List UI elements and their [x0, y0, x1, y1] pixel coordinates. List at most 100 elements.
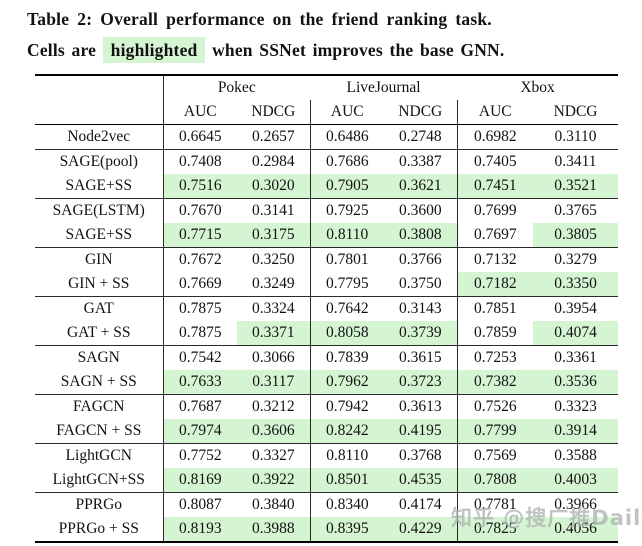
value-cell: 0.3411 [533, 149, 619, 174]
table-row: GIN + SS 0.7669 0.3249 0.7795 0.3750 0.7182 0.… [35, 272, 619, 297]
value-cell: 0.3249 [251, 275, 295, 292]
value-cell: 0.2657 [237, 124, 311, 150]
value-cell: 0.3361 [533, 345, 619, 370]
table-row: PPRGo + SS 0.8193 0.3988 0.8395 0.4229 0.7825… [35, 517, 619, 542]
table-row: GAT 0.7875 0.3324 0.7642 0.3143 0.7851 0.3954 [35, 296, 619, 321]
value-cell: 0.7875 [162, 321, 237, 346]
value-cell: 0.7801 [309, 247, 385, 272]
model-cell: FAGCN + SS [56, 422, 142, 439]
value-cell: 0.3840 [237, 492, 311, 517]
value-cell: 0.8501 [309, 468, 385, 493]
value-cell: 0.7669 [162, 272, 237, 297]
value-cell: 0.8110 [309, 443, 385, 468]
value-cell: 0.7253 [456, 345, 534, 370]
caption-line2-post: when SSNet improves the base GNN. [212, 40, 505, 60]
value-cell: 0.3371 [237, 321, 311, 346]
value-cell: 0.7408 [162, 149, 237, 174]
value-cell: 0.3988 [237, 517, 311, 542]
group-header-pokec: Pokec [162, 75, 311, 100]
value-cell: 0.3020 [237, 174, 311, 199]
value-cell: 0.3521 [533, 174, 619, 199]
model-cell: SAGE+SS [65, 177, 132, 194]
value-cell: 0.3323 [533, 394, 619, 419]
value-cell: 0.3279 [533, 247, 619, 272]
table-row: SAGE(LSTM) 0.7670 0.3141 0.7925 0.3600 0.7699… [35, 198, 619, 223]
value-cell: 0.3615 [384, 345, 458, 370]
value-cell: 0.3350 [533, 272, 619, 297]
model-cell: GAT [35, 296, 163, 321]
value-cell: 0.3954 [533, 296, 619, 321]
value-cell: 0.2984 [237, 149, 311, 174]
value-cell: 0.3922 [237, 468, 311, 493]
value-cell: 0.3387 [384, 149, 458, 174]
corner-cell [35, 75, 163, 100]
value-cell: 0.7905 [309, 174, 385, 199]
value-cell: 0.3536 [533, 370, 619, 395]
table-body: Node2vec 0.6645 0.2657 0.6486 0.2748 0.6982 0.… [35, 124, 619, 542]
value-cell: 0.3750 [398, 275, 442, 292]
metric-header-1: NDCG [237, 100, 311, 125]
table-row: SAGE+SS 0.7516 0.3020 0.7905 0.3621 0.7451 0.3… [35, 174, 619, 199]
table-row: SAGN 0.7542 0.3066 0.7839 0.3615 0.7253 0.3361 [35, 345, 619, 370]
table-row: LightGCN+SS 0.8169 0.3922 0.8501 0.4535 0.780… [35, 468, 619, 493]
value-cell: 0.7672 [162, 247, 237, 272]
value-cell: 0.3613 [384, 394, 458, 419]
value-cell: 0.3212 [237, 394, 311, 419]
value-cell: 0.4056 [533, 517, 619, 542]
table-row: SAGE(pool) 0.7408 0.2984 0.7686 0.3387 0.7405… [35, 149, 619, 174]
model-cell: PPRGo + SS [58, 520, 139, 537]
model-cell: Node2vec [35, 124, 163, 150]
value-cell: 0.7715 [162, 223, 237, 248]
value-cell: 0.7569 [456, 443, 534, 468]
value-cell: 0.7974 [162, 419, 237, 444]
value-cell: 0.4195 [384, 419, 458, 444]
value-cell: 0.3110 [533, 124, 619, 150]
value-cell: 0.7451 [456, 174, 534, 199]
model-cell: LightGCN+SS [52, 471, 145, 488]
value-cell: 0.3324 [237, 296, 311, 321]
table-row: GIN 0.7672 0.3250 0.7801 0.3766 0.7132 0.3279 [35, 247, 619, 272]
value-cell: 0.8110 [309, 223, 385, 248]
group-header-xbox: Xbox [520, 79, 555, 96]
value-cell: 0.7925 [309, 198, 385, 223]
caption-highlighted-word: highlighted [102, 37, 206, 63]
value-cell: 0.3723 [384, 370, 458, 395]
table-row: FAGCN 0.7687 0.3212 0.7942 0.3613 0.7526 0.332… [35, 394, 619, 419]
value-cell: 0.7526 [456, 394, 534, 419]
value-cell: 0.3805 [533, 223, 619, 248]
value-cell: 0.7542 [162, 345, 237, 370]
value-cell: 0.6486 [309, 124, 385, 150]
value-cell: 0.7799 [456, 419, 534, 444]
value-cell: 0.6645 [162, 124, 237, 150]
metric-header-4: AUC [456, 100, 534, 125]
caption-line1: Table 2: Overall performance on the frie… [27, 9, 492, 29]
results-table: Pokec LiveJournal Xbox AUC NDCG AUC NDCG AUC ND… [35, 74, 619, 543]
value-cell: 0.3141 [237, 198, 311, 223]
value-cell: 0.4074 [533, 321, 619, 346]
value-cell: 0.3600 [384, 198, 458, 223]
value-cell: 0.3606 [237, 419, 311, 444]
model-cell: SAGE+SS [65, 226, 132, 243]
model-cell: GAT + SS [66, 324, 131, 341]
table-row: SAGE+SS 0.7715 0.3175 0.8110 0.3808 0.7697 0.3… [35, 223, 619, 248]
group-header-livejournal: LiveJournal [346, 79, 421, 96]
value-cell: 0.7516 [162, 174, 237, 199]
value-cell: 0.4174 [384, 492, 458, 517]
value-cell: 0.7697 [456, 223, 534, 248]
value-cell: 0.7382 [456, 370, 534, 395]
metric-header-5: NDCG [533, 100, 619, 125]
model-cell: SAGE(LSTM) [35, 198, 163, 223]
metric-header-0: AUC [162, 100, 237, 125]
table-row: SAGN + SS 0.7633 0.3117 0.7962 0.3723 0.7382 0… [35, 370, 619, 395]
model-cell: LightGCN [35, 443, 163, 468]
value-cell: 0.7633 [162, 370, 237, 395]
value-cell: 0.8087 [162, 492, 237, 517]
model-cell: PPRGo [35, 492, 163, 517]
value-cell: 0.3765 [533, 198, 619, 223]
value-cell: 0.8242 [309, 419, 385, 444]
value-cell: 0.7851 [456, 296, 534, 321]
value-cell: 0.7962 [309, 370, 385, 395]
value-cell: 0.3739 [384, 321, 458, 346]
caption-line2: Cells are highlighted when SSNet improve… [27, 36, 623, 65]
